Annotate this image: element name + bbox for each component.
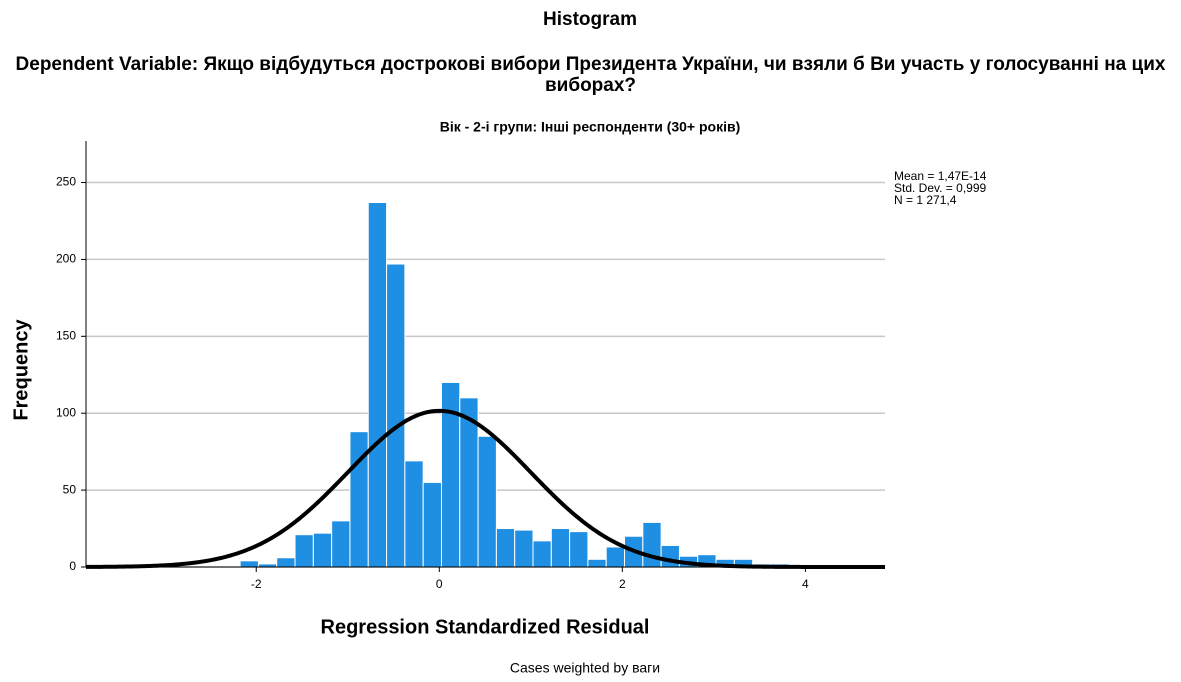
bar (294, 534, 314, 568)
bar (386, 263, 406, 568)
y-tick-label: 50 (63, 482, 77, 496)
bar (569, 531, 589, 568)
footnote: Cases weighted by ваги (510, 660, 660, 676)
chart-subtitle: Dependent Variable: Якщо відбудуться дос… (15, 54, 1166, 96)
x-tick-label: -2 (251, 577, 262, 591)
bar (422, 481, 442, 568)
bar (404, 460, 424, 568)
stat-mean: Mean = 1,47E-14 (894, 169, 987, 183)
bar (367, 202, 388, 568)
bar (331, 520, 351, 568)
bar (550, 528, 571, 568)
bar (477, 435, 497, 568)
stat-sd: Std. Dev. = 0,999 (894, 181, 986, 195)
y-axis-label: Frequency (10, 319, 32, 421)
bar (495, 528, 516, 568)
bar (239, 560, 259, 568)
bar (660, 544, 680, 568)
bar (605, 546, 626, 568)
bar (276, 557, 296, 568)
x-tick-label: 2 (619, 577, 626, 591)
x-tick-label: 0 (436, 577, 443, 591)
bar (642, 521, 662, 568)
bar (587, 558, 607, 568)
y-tick-label: 250 (56, 175, 76, 189)
y-tick-label: 100 (56, 405, 76, 419)
stat-n: N = 1 271,4 (894, 193, 957, 207)
x-axis-label: Regression Standardized Residual (321, 616, 650, 638)
bar (514, 529, 534, 568)
y-tick-label: 150 (56, 328, 76, 342)
y-tick-label: 200 (56, 252, 76, 266)
panel-title: Вік - 2-і групи: Інші респонденти (30+ р… (440, 119, 741, 135)
y-tick-label: 0 (69, 559, 76, 573)
bar (532, 540, 552, 568)
bar (312, 532, 333, 568)
x-tick-label: 4 (802, 577, 809, 591)
chart-title: Histogram (543, 9, 637, 30)
